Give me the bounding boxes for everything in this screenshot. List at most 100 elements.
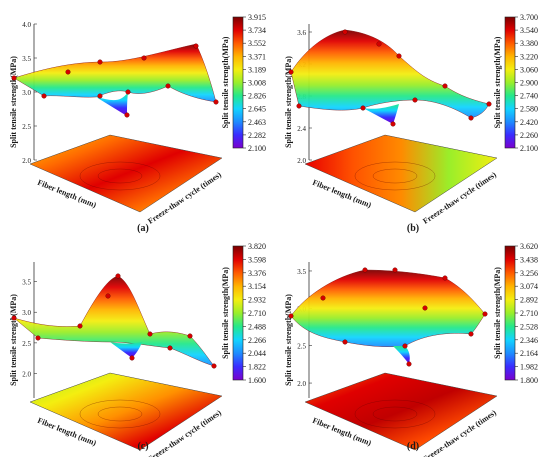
colorbar-tick-label: 3.060 (520, 65, 538, 74)
colorbar-tick-label: 3.380 (520, 39, 538, 48)
data-point-marker (141, 55, 147, 61)
z-tick-label: 2.0 (297, 157, 306, 165)
colorbar-tick-label: 2.932 (248, 296, 266, 305)
data-point-marker (320, 295, 326, 301)
data-point-marker (167, 345, 173, 351)
z-axis-title: Split tensile strength(MPa) (284, 294, 293, 386)
z-axis-title: Split tensile strength(MPa) (9, 294, 18, 386)
contour-floor (304, 372, 498, 451)
data-point-marker (11, 315, 17, 321)
z-tick-label: 2.0 (297, 380, 306, 388)
data-point-marker (11, 75, 17, 81)
data-point-marker (115, 273, 121, 279)
data-point-marker (193, 43, 199, 49)
data-point-marker (442, 275, 448, 281)
floor-contour-line (97, 168, 143, 184)
contour-floor (29, 134, 223, 213)
colorbar-tick-label: 1.822 (248, 363, 266, 372)
surface-mesh (13, 43, 217, 103)
data-point-marker (442, 83, 448, 89)
data-point-marker (402, 343, 408, 349)
data-point-marker (129, 355, 135, 361)
panel-label: (b) (407, 223, 419, 234)
colorbar-tick-label: 2.100 (248, 144, 266, 153)
data-point-marker (342, 339, 348, 345)
data-point-marker (376, 41, 382, 47)
colorbar-gradient (504, 245, 516, 381)
data-point-marker (486, 101, 492, 107)
floor-contour-line (79, 399, 161, 429)
data-point-marker (97, 59, 103, 65)
data-point-marker (97, 93, 103, 99)
colorbar-tick-label: 2.044 (248, 349, 266, 358)
data-point-marker (406, 361, 412, 367)
data-point-marker (362, 267, 368, 273)
panel-label: (c) (137, 441, 148, 452)
colorbar-tick-label: 3.008 (248, 79, 266, 88)
colorbar-tick-label: 3.598 (248, 255, 266, 264)
colorbar-tick-label: 3.189 (248, 65, 266, 74)
colorbar: 3.915 3.734 3.552 3.371 3.189 3.008 2.826 2.645… (221, 13, 266, 153)
data-point-marker (105, 293, 111, 299)
data-point-marker (288, 69, 294, 75)
colorbar-tick-label: 2.528 (520, 322, 538, 331)
z-tick-label: 2.4 (297, 125, 306, 133)
colorbar-tick-label: 3.220 (520, 52, 538, 61)
colorbar-tick-label: 2.892 (520, 296, 538, 305)
colorbar-tick-label: 1.600 (248, 376, 266, 385)
z-tick-label: 3.0 (22, 309, 31, 317)
data-point-marker (360, 105, 366, 111)
colorbar-tick-label: 2.282 (248, 131, 266, 140)
panel-label: (d) (407, 441, 419, 452)
colorbar-gradient (232, 245, 244, 381)
colorbar-tick-label: 3.820 (248, 242, 266, 251)
colorbar-tick-label: 2.488 (248, 322, 266, 331)
floor-contour-line (79, 161, 161, 191)
colorbar-tick-label: 3.915 (248, 13, 266, 22)
colorbar-tick-label: 3.074 (520, 282, 538, 291)
data-point-marker (296, 103, 302, 109)
colorbar-tick-label: 3.256 (520, 269, 538, 278)
data-point-marker (77, 323, 83, 329)
contour-floor (304, 134, 498, 213)
colorbar-tick-label: 3.552 (248, 39, 266, 48)
data-point-marker (412, 97, 418, 103)
data-point-marker (147, 331, 153, 337)
surface-cone (393, 346, 410, 364)
colorbar-gradient (504, 16, 516, 149)
colorbar-tick-label: 3.620 (520, 242, 538, 251)
surface-mesh (13, 275, 215, 367)
z-tick-label: 3.6 (297, 29, 306, 37)
z-tick-label: 2.5 (297, 343, 306, 351)
z-axis-title: Split tensile strength(MPa) (9, 56, 18, 148)
panel-label: (a) (137, 223, 149, 234)
data-point-marker (124, 112, 130, 118)
data-point-marker (165, 83, 171, 89)
data-point-marker (211, 363, 217, 369)
colorbar-tick-label: 2.420 (520, 118, 538, 127)
data-point-marker (41, 93, 47, 99)
colorbar-tick-label: 2.710 (520, 309, 538, 318)
floor-contour-line (372, 168, 418, 184)
data-point-marker (392, 267, 398, 273)
colorbar-title: Split tensile strength(MPa) (221, 267, 230, 359)
floor-contour-line (97, 406, 143, 422)
colorbar-tick-label: 1.982 (520, 363, 538, 372)
z-tick-label: 2.0 (22, 157, 31, 165)
colorbar-tick-label: 2.266 (248, 336, 266, 345)
surface-cone (363, 104, 399, 124)
colorbar-tick-label: 3.371 (248, 52, 266, 61)
colorbar-title: Split tensile strength(MPa) (493, 36, 502, 128)
data-point-marker (65, 69, 71, 75)
data-point-marker (35, 335, 41, 341)
colorbar-tick-label: 2.164 (520, 349, 538, 358)
surface-mesh (290, 29, 490, 119)
z-tick-label: 2.0 (22, 370, 31, 378)
data-point-marker (468, 115, 474, 121)
z-tick-label: 3.5 (22, 55, 31, 63)
colorbar-tick-label: 2.260 (520, 131, 538, 140)
